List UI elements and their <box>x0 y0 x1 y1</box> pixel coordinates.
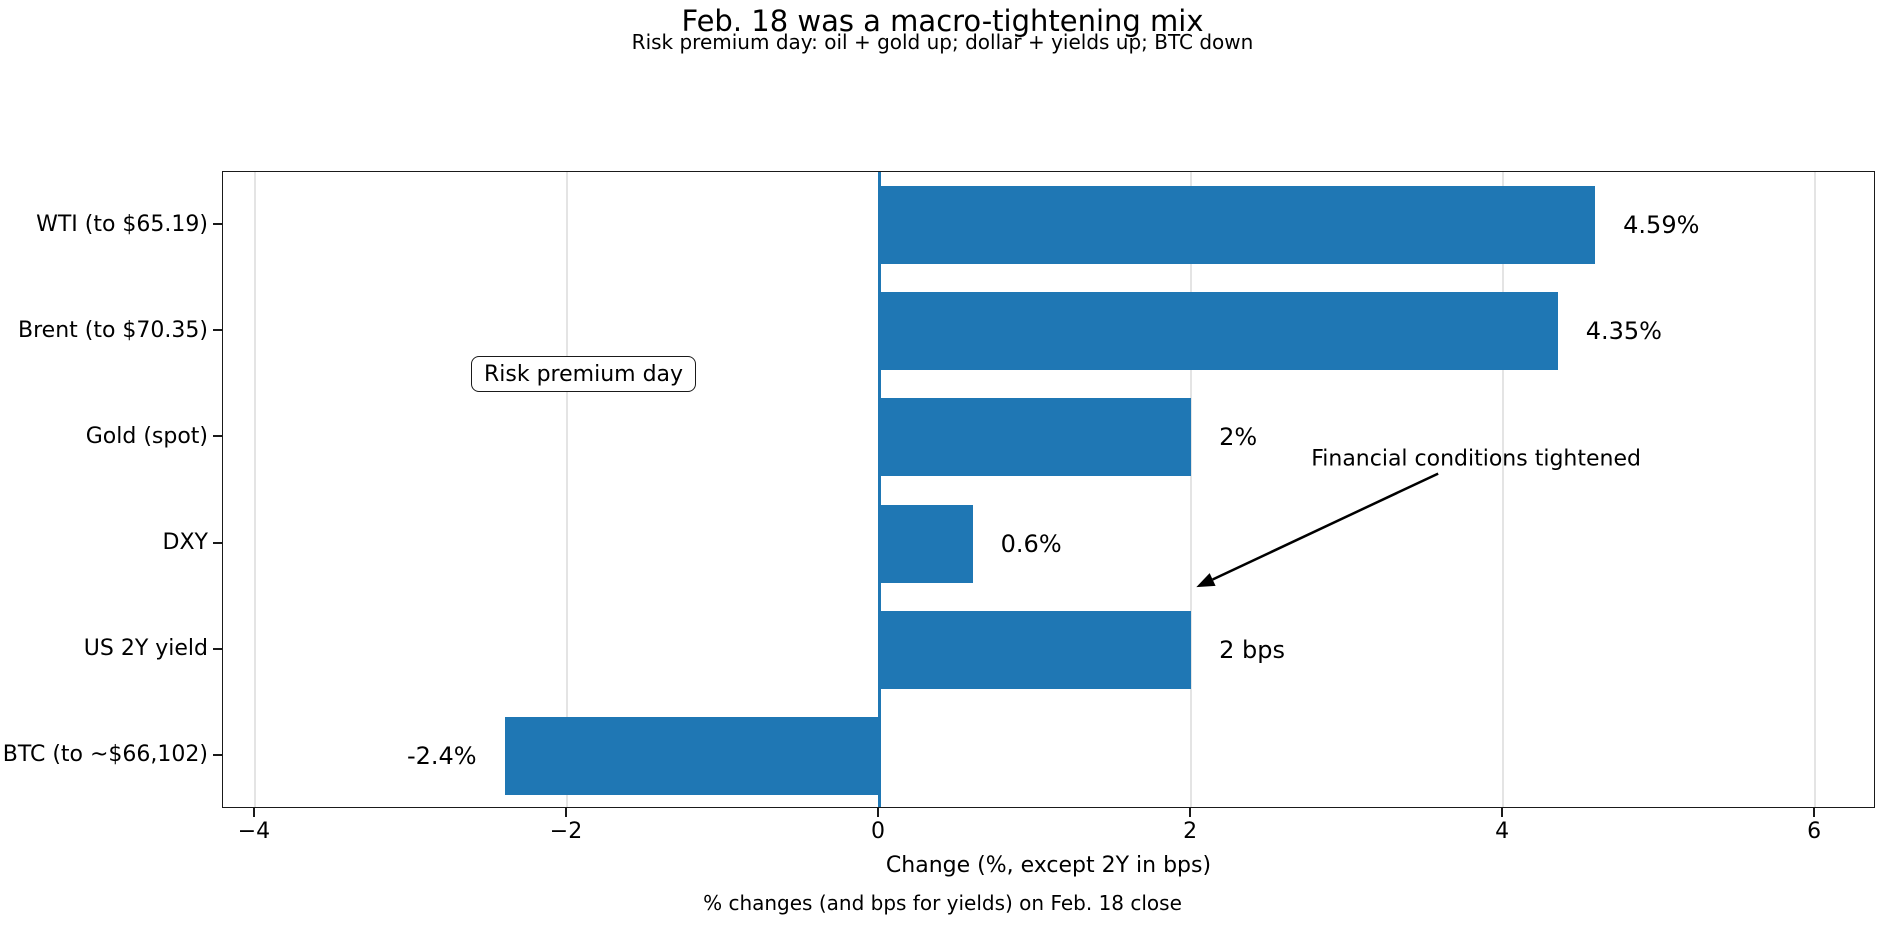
bar <box>879 398 1192 477</box>
bar <box>879 610 1192 689</box>
x-axis-tickmark <box>565 808 568 817</box>
bar <box>879 504 973 583</box>
y-axis-tickmark <box>213 753 222 756</box>
x-axis-tickmark <box>1189 808 1192 817</box>
gridline <box>1190 172 1192 807</box>
legend-label: Risk premium day <box>484 361 684 387</box>
x-tick-label: 0 <box>871 819 886 844</box>
y-axis-tickmark <box>213 541 222 544</box>
bar <box>879 186 1596 265</box>
bar-value-label: 0.6% <box>1000 529 1062 558</box>
bar <box>879 292 1558 371</box>
x-tick-label: 2 <box>1183 819 1198 844</box>
x-tick-label: −4 <box>237 819 271 844</box>
gridline <box>566 172 568 807</box>
y-axis-label: BTC (to ~$66,102) <box>2 742 208 768</box>
y-axis-label: DXY <box>162 530 208 556</box>
y-axis-tickmark <box>213 435 222 438</box>
bar-value-label: 4.35% <box>1585 317 1662 346</box>
y-axis-tickmark <box>213 329 222 332</box>
chart-title: Feb. 18 was a macro-tightening mix <box>681 4 1204 38</box>
x-axis-tickmark <box>1813 808 1816 817</box>
y-axis-label: Gold (spot) <box>85 423 208 449</box>
plot-area: 4.59% 4.35% 2% 0.6% 2 bps -2.4% Risk premium … <box>222 171 1875 808</box>
legend: Risk premium day <box>471 356 697 392</box>
bar-value-label: 2% <box>1219 423 1258 452</box>
x-axis-tickmark <box>877 808 880 817</box>
y-axis-label: Brent (to $70.35) <box>18 317 208 343</box>
gridline <box>1814 172 1816 807</box>
annotation-text: Financial conditions tightened <box>1311 446 1641 472</box>
x-tick-label: 4 <box>1495 819 1510 844</box>
bar <box>504 716 880 795</box>
zero-line <box>877 172 881 807</box>
figure-caption: % changes (and bps for yields) on Feb. 1… <box>703 891 1182 915</box>
x-axis-label: Change (%, except 2Y in bps) <box>885 853 1212 878</box>
x-axis-tickmark <box>252 808 255 817</box>
x-tick-label: 6 <box>1807 819 1822 844</box>
bar-value-label: 2 bps <box>1219 635 1285 664</box>
bar-value-label: -2.4% <box>406 741 477 770</box>
x-tick-label: −2 <box>549 819 583 844</box>
y-axis-label: WTI (to $65.19) <box>36 211 208 237</box>
y-axis-tickmark <box>213 223 222 226</box>
bar-value-label: 4.59% <box>1623 211 1700 240</box>
y-axis-label: US 2Y yield <box>83 636 208 662</box>
y-axis-tickmark <box>213 647 222 650</box>
gridline <box>1502 172 1504 807</box>
chart-subtitle: Risk premium day: oil + gold up; dollar … <box>631 30 1254 54</box>
gridline <box>254 172 256 807</box>
x-axis-tickmark <box>1501 808 1504 817</box>
